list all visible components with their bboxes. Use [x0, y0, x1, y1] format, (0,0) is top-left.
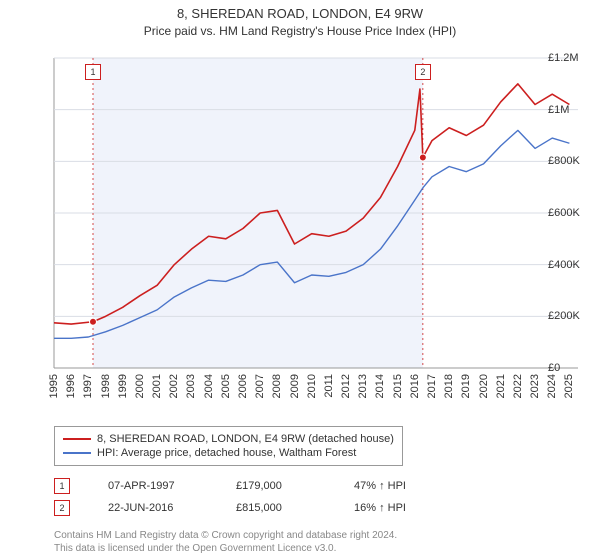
x-tick-label: 1999	[117, 374, 129, 398]
sale-row: 2 22-JUN-2016 £815,000 16% ↑ HPI	[54, 500, 406, 516]
x-tick-label: 2010	[306, 374, 318, 398]
plot-svg	[54, 58, 578, 368]
x-tick-label: 2020	[478, 374, 490, 398]
x-tick-label: 2024	[546, 374, 558, 398]
footer-line-1: Contains HM Land Registry data © Crown c…	[54, 530, 397, 541]
x-tick-label: 2012	[340, 374, 352, 398]
y-tick-label: £600K	[548, 207, 596, 219]
y-tick-label: £200K	[548, 310, 596, 322]
footer-line-2: This data is licensed under the Open Gov…	[54, 543, 336, 554]
x-tick-label: 2011	[323, 374, 335, 398]
x-tick-label: 2008	[271, 374, 283, 398]
legend-row: HPI: Average price, detached house, Walt…	[63, 447, 394, 459]
x-tick-label: 2001	[151, 374, 163, 398]
sale-row: 1 07-APR-1997 £179,000 47% ↑ HPI	[54, 478, 406, 494]
x-tick-label: 2007	[254, 374, 266, 398]
x-tick-label: 2021	[495, 374, 507, 398]
legend-row: 8, SHEREDAN ROAD, LONDON, E4 9RW (detach…	[63, 433, 394, 445]
y-tick-label: £0	[548, 362, 596, 374]
sale-marker-box: 1	[54, 478, 70, 494]
chart-title: 8, SHEREDAN ROAD, LONDON, E4 9RW	[0, 6, 600, 21]
x-tick-label: 2022	[512, 374, 524, 398]
sale-price: £179,000	[236, 480, 316, 492]
x-tick-label: 1995	[48, 374, 60, 398]
x-tick-label: 2025	[563, 374, 575, 398]
marker-box: 2	[415, 64, 431, 80]
sale-date: 07-APR-1997	[108, 480, 198, 492]
x-tick-label: 2015	[392, 374, 404, 398]
sale-date: 22-JUN-2016	[108, 502, 198, 514]
legend-swatch	[63, 452, 91, 454]
x-tick-label: 2004	[203, 374, 215, 398]
sale-marker-box: 2	[54, 500, 70, 516]
x-tick-label: 1998	[100, 374, 112, 398]
x-tick-label: 2016	[409, 374, 421, 398]
x-tick-label: 2019	[460, 374, 472, 398]
legend-label: HPI: Average price, detached house, Walt…	[97, 447, 356, 459]
x-tick-label: 1997	[82, 374, 94, 398]
chart-subtitle: Price paid vs. HM Land Registry's House …	[0, 24, 600, 38]
x-tick-label: 2003	[185, 374, 197, 398]
sale-pct: 16% ↑ HPI	[354, 502, 406, 514]
y-tick-label: £1M	[548, 104, 596, 116]
y-tick-label: £1.2M	[548, 52, 596, 64]
x-tick-label: 1996	[65, 374, 77, 398]
x-tick-label: 2017	[426, 374, 438, 398]
x-tick-label: 2005	[220, 374, 232, 398]
x-tick-label: 2013	[357, 374, 369, 398]
plot-area	[54, 58, 578, 368]
legend: 8, SHEREDAN ROAD, LONDON, E4 9RW (detach…	[54, 426, 403, 466]
legend-label: 8, SHEREDAN ROAD, LONDON, E4 9RW (detach…	[97, 433, 394, 445]
x-tick-label: 2023	[529, 374, 541, 398]
sale-pct: 47% ↑ HPI	[354, 480, 406, 492]
x-tick-label: 2002	[168, 374, 180, 398]
y-tick-label: £800K	[548, 155, 596, 167]
x-tick-label: 2006	[237, 374, 249, 398]
x-tick-label: 2018	[443, 374, 455, 398]
figure: 8, SHEREDAN ROAD, LONDON, E4 9RW Price p…	[0, 0, 600, 560]
x-tick-label: 2000	[134, 374, 146, 398]
x-tick-label: 2014	[374, 374, 386, 398]
sale-price: £815,000	[236, 502, 316, 514]
y-tick-label: £400K	[548, 259, 596, 271]
legend-swatch	[63, 438, 91, 440]
x-tick-label: 2009	[289, 374, 301, 398]
marker-box: 1	[85, 64, 101, 80]
